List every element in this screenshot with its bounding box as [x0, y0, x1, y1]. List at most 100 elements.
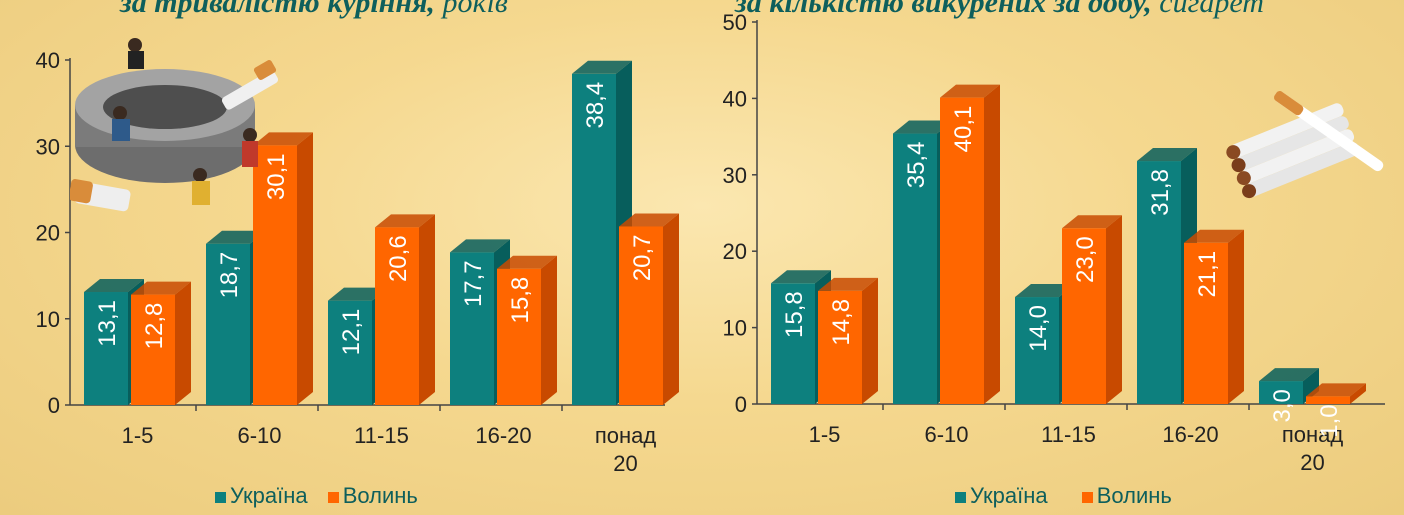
bar-volyn: 20,7 — [619, 213, 679, 405]
value-label: 38,4 — [582, 82, 609, 129]
chart-right-title: за кількістю викурених за добу, сигарет — [735, 0, 1264, 20]
bar-top — [328, 287, 388, 301]
bar-volyn: 15,8 — [497, 255, 557, 405]
legend-swatch-ukraine — [955, 491, 966, 503]
bar-front — [572, 73, 616, 406]
y-tick-label: 30 — [36, 134, 60, 159]
bar-volyn: 20,6 — [375, 214, 435, 405]
bar-volyn: 40,1 — [940, 84, 1000, 405]
legend-item-volyn: Волинь — [1081, 483, 1172, 508]
chart-left-legend: Україна Волинь — [215, 483, 432, 509]
bar-front — [1184, 242, 1228, 404]
y-tick-label: 10 — [36, 307, 60, 332]
x-tick-label: 1-5 — [122, 423, 154, 448]
bar-front — [450, 252, 494, 405]
legend-swatch-volyn — [1081, 491, 1093, 503]
x-tick-label: 11-15 — [354, 423, 409, 448]
bar-side — [1303, 368, 1319, 404]
value-label: 35,4 — [903, 142, 930, 189]
bar-side — [1228, 229, 1244, 404]
legend-item-ukraine: Україна — [955, 483, 1048, 508]
value-label: 12,8 — [141, 303, 168, 350]
bar-side — [663, 213, 679, 405]
x-tick-label: понад — [1282, 422, 1344, 447]
bar-top — [818, 277, 878, 291]
y-tick-label: 30 — [723, 163, 747, 188]
bar-top — [1306, 383, 1366, 397]
bar-top — [253, 132, 313, 146]
x-tick-label: 20 — [1300, 450, 1324, 475]
bar-side — [862, 277, 878, 404]
x-tick-label: 16-20 — [475, 423, 531, 448]
chart-right-title-main: за кількістю викурених за добу, — [735, 0, 1152, 19]
value-label: 18,7 — [216, 252, 243, 299]
value-label: 13,1 — [94, 300, 121, 347]
bar-volyn: 23,0 — [1062, 215, 1122, 404]
value-label: 17,7 — [460, 260, 487, 307]
bar-front — [771, 283, 815, 404]
bar-front — [940, 97, 984, 405]
bar-volyn: 14,8 — [818, 277, 878, 404]
bar-front — [1062, 228, 1106, 404]
bar-front — [328, 300, 372, 405]
bar-front — [253, 145, 297, 405]
bar-top — [940, 84, 1000, 98]
bar-front — [1306, 396, 1350, 404]
bar-side — [1350, 383, 1366, 404]
bar-front — [1015, 297, 1059, 404]
chart-left-title-unit: років — [442, 0, 508, 19]
y-tick-label: 20 — [723, 239, 747, 264]
x-tick-label: 20 — [613, 451, 637, 476]
bar-ukraine: 38,4 — [572, 60, 632, 406]
chart-right-title-unit: сигарет — [1159, 0, 1264, 19]
value-label: 21,1 — [1194, 251, 1221, 298]
bar-volyn: 30,1 — [253, 132, 313, 405]
y-tick-label: 10 — [723, 316, 747, 341]
y-tick-label: 20 — [36, 221, 60, 246]
legend-swatch-volyn — [327, 491, 339, 503]
bar-front — [1259, 381, 1303, 404]
legend-label-ukraine: Україна — [970, 483, 1048, 508]
bar-top — [84, 279, 144, 293]
bar-ukraine: 31,8 — [1137, 148, 1197, 404]
bar-top — [1062, 215, 1122, 229]
y-tick-label: 50 — [723, 10, 747, 35]
x-tick-label: 1-5 — [809, 422, 841, 447]
bar-front — [131, 294, 175, 405]
bar-top — [1137, 148, 1197, 162]
bar-top — [1184, 229, 1244, 243]
bar-front — [206, 243, 250, 405]
bar-front — [497, 268, 541, 405]
ashtray-with-people-illustration — [70, 38, 279, 212]
bar-top — [619, 213, 679, 227]
bar-side — [175, 281, 191, 405]
bar-top — [1259, 368, 1319, 382]
cigarettes-illustration — [1226, 91, 1384, 199]
legend-label-volyn: Волинь — [342, 483, 418, 508]
bar-top — [206, 230, 266, 244]
bar-volyn: 1,0 — [1306, 383, 1366, 438]
x-tick-label: 6-10 — [237, 423, 281, 448]
chart-left-title: за тривалістю куріння, років — [120, 0, 508, 20]
bar-ukraine: 35,4 — [893, 120, 953, 404]
value-label: 14,8 — [828, 299, 855, 346]
legend-swatch-ukraine — [215, 491, 226, 503]
bar-front — [1137, 161, 1181, 404]
legend-item-ukraine: Україна — [215, 483, 308, 508]
value-label: 20,6 — [385, 235, 412, 282]
bar-front — [619, 226, 663, 405]
chart-left: 0 10 20 30 40 1-5 13,1 12,8 6-10 18,7 30,1 11-15 12,… — [36, 48, 679, 476]
value-label: 23,0 — [1072, 236, 1099, 283]
bar-front — [375, 227, 419, 405]
chart-right-legend: Україна Волинь — [955, 483, 1186, 509]
value-label: 40,1 — [950, 106, 977, 153]
bar-volyn: 12,8 — [131, 281, 191, 405]
bar-side — [419, 214, 435, 405]
value-label: 3,0 — [1269, 389, 1296, 422]
bar-side — [297, 132, 313, 405]
value-label: 15,8 — [507, 277, 534, 324]
bar-side — [1106, 215, 1122, 404]
value-label: 31,8 — [1147, 169, 1174, 216]
value-label: 12,1 — [338, 309, 365, 356]
